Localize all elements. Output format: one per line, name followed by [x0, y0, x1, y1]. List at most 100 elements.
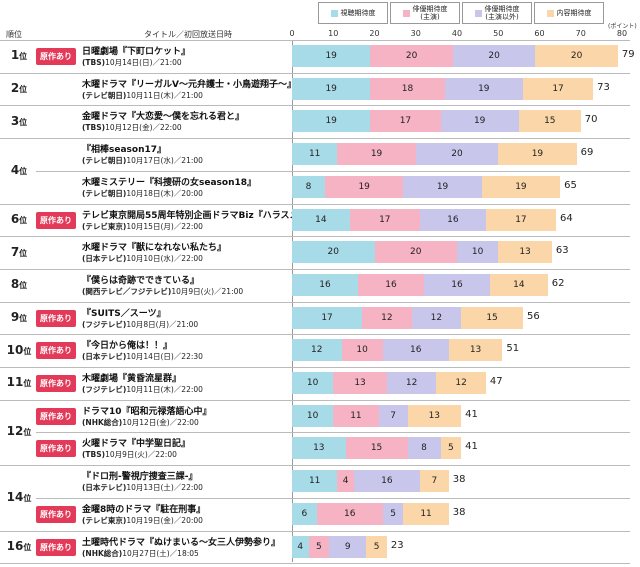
- drama-title: ドラマ10『昭和元禄落語心中』: [82, 406, 212, 417]
- legend-label: 内容期待度: [556, 9, 592, 17]
- row-separator: [0, 465, 630, 467]
- stacked-bar: 17 12 12 15: [292, 306, 523, 329]
- bar-segment-2: 13: [333, 372, 387, 394]
- original-work-badge: 原作あり: [36, 309, 76, 327]
- bar-segment-2: 19: [325, 175, 404, 198]
- rank-number: 12: [6, 424, 24, 439]
- row-separator: [36, 432, 630, 434]
- broadcast-info: (日本テレビ)10月14日(日)／22:30: [82, 351, 203, 362]
- rank-label: 7位: [2, 245, 36, 259]
- rank-label: 3位: [2, 114, 36, 128]
- original-work-badge: 原作あり: [36, 538, 76, 556]
- original-work-badge: 原作あり: [36, 505, 76, 523]
- network-name: (日本テレビ): [82, 483, 127, 493]
- original-work-badge: 原作あり: [36, 375, 76, 392]
- total-score: 73: [597, 81, 610, 93]
- row-separator: [0, 236, 630, 238]
- bar-segment-4: 15: [461, 306, 523, 329]
- rank-number: 3: [10, 113, 20, 128]
- broadcast-info: (NHK総合)10月27日(土)／18:05: [82, 548, 199, 559]
- rank-label: 9位: [2, 310, 36, 324]
- stacked-bar: 12 10 16 13: [292, 339, 503, 362]
- bar-segment-2: 10: [341, 339, 383, 362]
- total-score: 69: [580, 147, 594, 159]
- broadcast-info: (日本テレビ)10月10日(水)／22:00: [82, 253, 203, 264]
- total-score: 79: [621, 49, 635, 60]
- stacked-bar: 6 16 5 11: [292, 502, 449, 525]
- bar-segment-4: 5: [366, 535, 387, 558]
- legend-item: 俳優期待度 (主演): [390, 2, 460, 24]
- bar-segment-2: 12: [362, 306, 412, 329]
- bar-segment-1: 14: [292, 208, 350, 231]
- network-name: (日本テレビ): [82, 254, 127, 264]
- rank-number: 6: [10, 211, 20, 226]
- total-score: 65: [564, 179, 577, 191]
- air-date: 10月19日(金)／20:00: [126, 515, 203, 525]
- rank-label: 8位: [2, 277, 36, 291]
- bar-segment-2: 19: [337, 143, 416, 166]
- bar-segment-4: 19: [481, 175, 561, 198]
- legend-swatch: [474, 9, 482, 17]
- stacked-bar: 14 17 16 17: [292, 208, 556, 231]
- drama-title: 金曜ドラマ『大恋愛～僕を忘れる君と』: [82, 112, 245, 123]
- row-separator: [0, 268, 630, 270]
- total-score: 64: [560, 212, 573, 224]
- rank-number: 11: [6, 375, 24, 390]
- row-separator: [0, 301, 630, 303]
- rank-suffix: 位: [19, 166, 28, 176]
- bar-segment-2: 17: [370, 110, 441, 133]
- network-name: (フジテレビ): [82, 385, 127, 394]
- row-separator: [0, 367, 630, 368]
- bar-segment-3: 16: [424, 273, 490, 296]
- broadcast-info: (テレビ東京)10月15日(月)／22:00: [82, 221, 203, 232]
- total-score: 38: [452, 506, 466, 518]
- row-separator: [0, 563, 630, 565]
- bar-segment-3: 20: [415, 143, 499, 166]
- air-date: 10月14日(日)／22:30: [126, 352, 203, 362]
- drama-title: 『僕らは奇跡でできている』: [82, 275, 200, 286]
- bar-segment-1: 11: [292, 470, 338, 493]
- bar-segment-3: 19: [444, 77, 523, 100]
- drama-title: 『相棒season17』: [82, 145, 167, 156]
- rank-label: 12位: [2, 424, 36, 438]
- air-date: 10月9日(火)／22:00: [105, 450, 177, 460]
- bar-segment-1: 19: [292, 110, 371, 133]
- bar-segment-1: 6: [292, 502, 317, 525]
- bar-segment-4: 5: [440, 437, 462, 460]
- bar-segment-4: 11: [403, 502, 449, 525]
- drama-title: 『今日から俺は！！』: [82, 341, 173, 352]
- rank-number: 7: [10, 244, 20, 259]
- air-date: 10月27日(土)／18:05: [122, 548, 199, 558]
- bar-segment-1: 8: [292, 175, 325, 198]
- broadcast-info: (TBS)10月14日(日)／21:00: [82, 57, 182, 68]
- bar-segment-2: 20: [374, 241, 457, 264]
- air-date: 10月9日(火)／21:00: [171, 286, 244, 296]
- broadcast-info: (関西テレビ／フジテレビ)10月9日(火)／21:00: [82, 286, 243, 297]
- stacked-bar: 19 17 19 15: [292, 110, 581, 133]
- legend-item: 俳優期待度 (主演以外): [462, 2, 532, 24]
- rank-number: 1: [10, 48, 20, 63]
- header-title: タイトル／初回放送日時: [144, 30, 232, 39]
- bar-segment-1: 13: [292, 437, 346, 460]
- bar-segment-4: 19: [498, 143, 577, 166]
- bar-segment-1: 10: [292, 372, 334, 394]
- bar-segment-1: 4: [292, 535, 309, 558]
- rank-number: 9: [10, 309, 20, 324]
- bar-segment-1: 11: [292, 143, 338, 166]
- bar-segment-3: 19: [403, 175, 482, 198]
- air-date: 10月15日(月)／22:00: [126, 221, 203, 231]
- bar-segment-2: 20: [370, 45, 453, 67]
- bar-segment-3: 8: [407, 437, 441, 460]
- total-score: 62: [551, 277, 565, 289]
- drama-title: 木曜劇場『黄昏流星群』: [82, 374, 182, 384]
- bar-segment-3: 10: [457, 241, 499, 264]
- drama-title: 木曜ドラマ『リーガルV～元弁護士・小鳥遊翔子～』: [82, 79, 296, 90]
- bar-segment-1: 16: [292, 273, 358, 296]
- legend-swatch: [546, 9, 554, 17]
- rank-suffix: 位: [19, 281, 28, 291]
- rank-suffix: 位: [23, 493, 32, 503]
- network-name: (テレビ朝日): [82, 90, 127, 100]
- network-name: (テレビ東京): [82, 221, 127, 231]
- bar-segment-2: 4: [337, 470, 354, 493]
